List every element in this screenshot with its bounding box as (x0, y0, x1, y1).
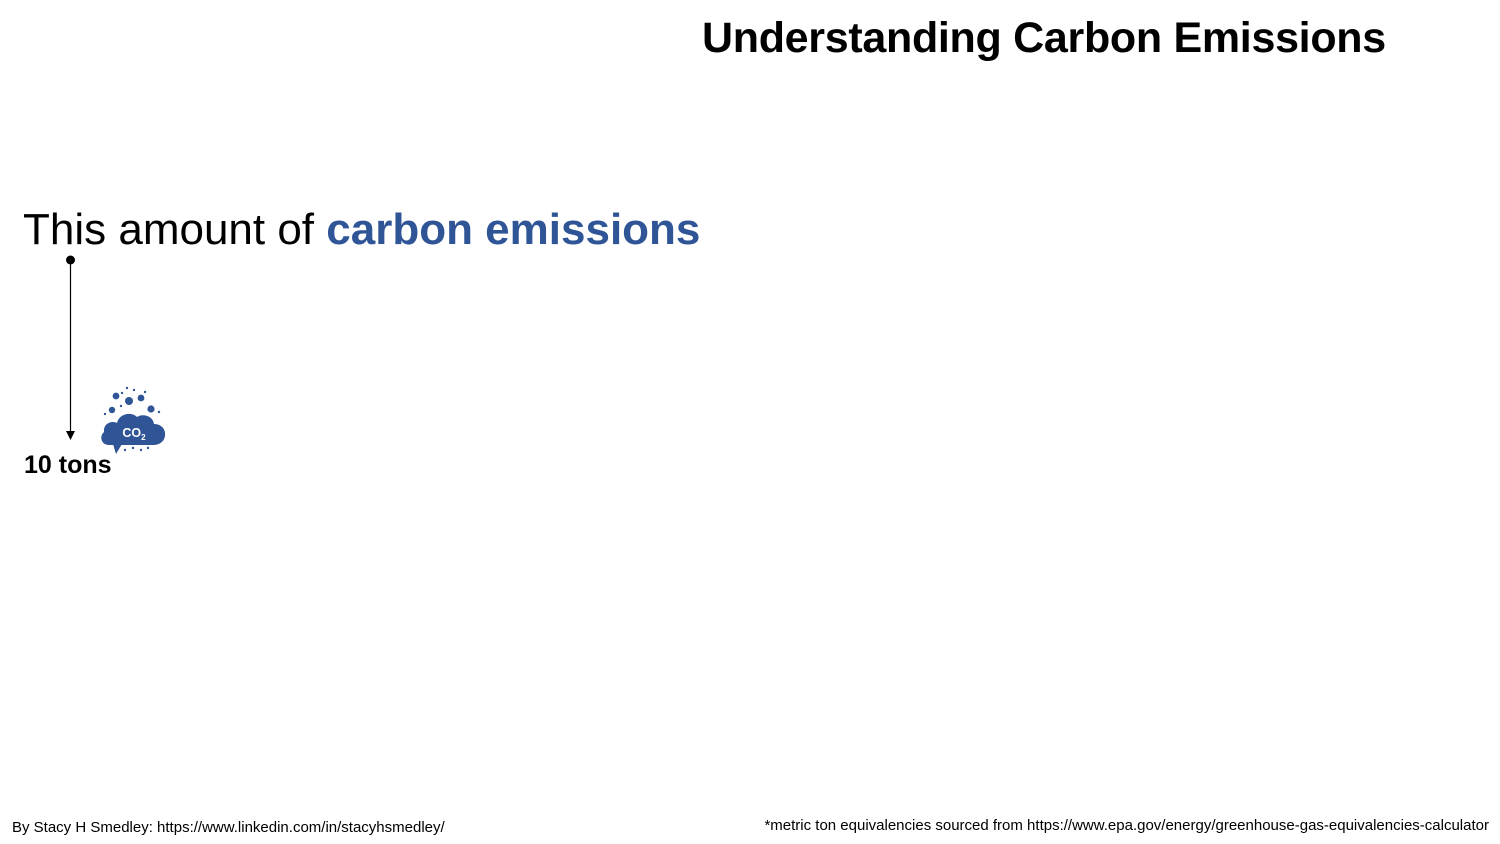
headline-prefix: This amount of (23, 205, 327, 254)
co2-cloud-icon: CO2 (101, 386, 166, 454)
headline-highlight: carbon emissions (326, 205, 701, 254)
page-title: Understanding Carbon Emissions (702, 14, 1386, 62)
headline: This amount of carbon emissions (23, 205, 700, 255)
co2-label: CO2 (122, 426, 146, 442)
pointer-origin-dot (66, 255, 75, 265)
value-label: 10 tons (24, 451, 112, 479)
source-note: *metric ton equivalencies sourced from h… (764, 817, 1489, 834)
pointer-arrowhead (66, 431, 75, 440)
pointer-arrow (66, 255, 75, 440)
author-credit: By Stacy H Smedley: https://www.linkedin… (12, 819, 445, 836)
